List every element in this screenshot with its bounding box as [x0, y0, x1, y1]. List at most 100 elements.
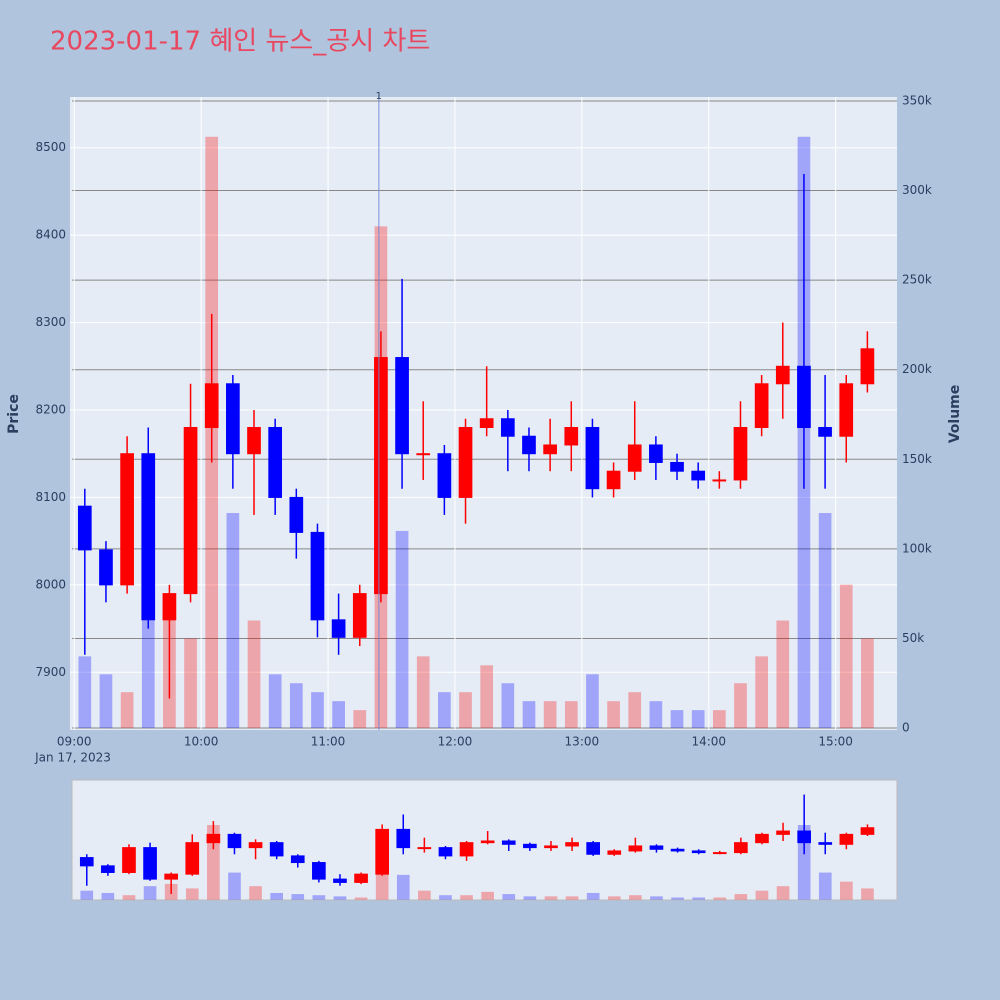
- volume-bar: [861, 638, 874, 729]
- candle-body: [77, 505, 92, 551]
- x-tick-label: 10:00: [184, 735, 219, 749]
- candle-body: [670, 461, 684, 472]
- volume-bar: [650, 896, 663, 900]
- volume-bar: [122, 895, 136, 900]
- candle-body: [101, 865, 115, 873]
- volume-bar: [80, 890, 94, 900]
- marker-label: 1: [376, 91, 382, 102]
- volume-bar: [818, 872, 832, 900]
- candle-body: [543, 444, 557, 455]
- volume-bar: [184, 638, 197, 729]
- volume-bar: [120, 692, 134, 729]
- volume-bar: [586, 892, 600, 900]
- candle-body: [352, 593, 367, 638]
- candle-body: [480, 840, 495, 844]
- x-tick-label: 14:00: [691, 735, 726, 749]
- candle-body: [501, 840, 516, 845]
- y-tick-label: 7900: [35, 665, 66, 679]
- candle-body: [733, 426, 748, 481]
- volume-bar: [628, 692, 642, 729]
- candle-body: [839, 833, 854, 845]
- candle-body: [204, 383, 219, 428]
- volume-bar: [416, 656, 430, 729]
- y-tick-label: 8500: [35, 140, 66, 154]
- candle-body: [818, 426, 832, 437]
- candle-body: [818, 842, 833, 845]
- candle-body: [162, 593, 177, 621]
- candle-body: [797, 830, 811, 844]
- candle-body: [691, 850, 706, 854]
- volume-bar: [226, 513, 240, 729]
- volume-bar: [755, 890, 769, 900]
- volume-bar: [460, 895, 473, 900]
- candle-body: [120, 453, 134, 586]
- candle-body: [143, 847, 157, 880]
- y-axis-title: Price: [6, 394, 22, 434]
- candle-body: [395, 357, 409, 455]
- candle-body: [544, 845, 558, 849]
- volume-bar: [797, 825, 811, 900]
- volume-bar: [502, 894, 516, 900]
- volume-bar: [480, 665, 494, 729]
- volume-bar: [289, 683, 303, 729]
- candle-body: [331, 619, 346, 638]
- y2-tick-label: 100k: [902, 541, 932, 555]
- candle-body: [754, 383, 769, 428]
- candle-body: [607, 850, 622, 855]
- volume-bar: [586, 674, 599, 729]
- candle-body: [839, 383, 854, 437]
- y-tick-label: 8000: [35, 577, 66, 591]
- candle-body: [396, 828, 411, 849]
- chart-title: 2023-01-17 혜인 뉴스_공시 차트: [50, 27, 430, 57]
- volume-bar: [649, 701, 663, 729]
- volume-bar: [712, 710, 726, 729]
- volume-bar: [311, 692, 324, 729]
- candle-body: [628, 845, 643, 852]
- x-date-label: Jan 17, 2023: [34, 751, 111, 765]
- volume-bar: [312, 895, 326, 900]
- y-tick-label: 8400: [35, 228, 66, 242]
- x-tick-label: 13:00: [565, 735, 600, 749]
- candle-body: [375, 828, 389, 875]
- volume-bar: [354, 897, 368, 900]
- volume-bar: [207, 825, 220, 900]
- candle-body: [226, 383, 240, 455]
- candle-body: [712, 479, 727, 482]
- volume-bar: [840, 881, 853, 900]
- candle-body: [374, 357, 388, 595]
- candle-body: [417, 847, 432, 850]
- candle-body: [860, 348, 875, 385]
- volume-bar: [143, 886, 157, 900]
- volume-bar: [333, 896, 347, 900]
- candle-body: [247, 426, 261, 455]
- candle-body: [586, 842, 600, 855]
- candle-body: [649, 444, 663, 463]
- candle-body: [712, 852, 727, 855]
- candle-body: [775, 365, 790, 385]
- candle-body: [269, 842, 284, 857]
- candle-body: [627, 444, 642, 472]
- volume-bar: [99, 674, 113, 729]
- volume-bar: [395, 530, 409, 729]
- volume-bar: [396, 874, 410, 900]
- candle-body: [797, 365, 811, 428]
- candle-body: [141, 453, 156, 621]
- volume-bar: [543, 701, 557, 729]
- candle-body: [333, 878, 347, 883]
- volume-bar: [670, 710, 684, 729]
- candle-body: [164, 873, 178, 880]
- volume-bar: [607, 701, 620, 729]
- candle-body: [860, 827, 875, 835]
- candle-body: [606, 470, 621, 490]
- candle-body: [459, 842, 474, 857]
- volume-bar: [692, 897, 705, 900]
- y2-axis-title: Volume: [947, 385, 963, 444]
- candle-body: [437, 453, 452, 498]
- range-slider[interactable]: [71, 779, 898, 901]
- volume-bar: [185, 888, 199, 900]
- candle-body: [290, 855, 305, 864]
- volume-bar: [565, 896, 579, 900]
- candle-body: [206, 833, 221, 844]
- y2-tick-label: 350k: [902, 93, 932, 107]
- volume-bar: [439, 895, 452, 900]
